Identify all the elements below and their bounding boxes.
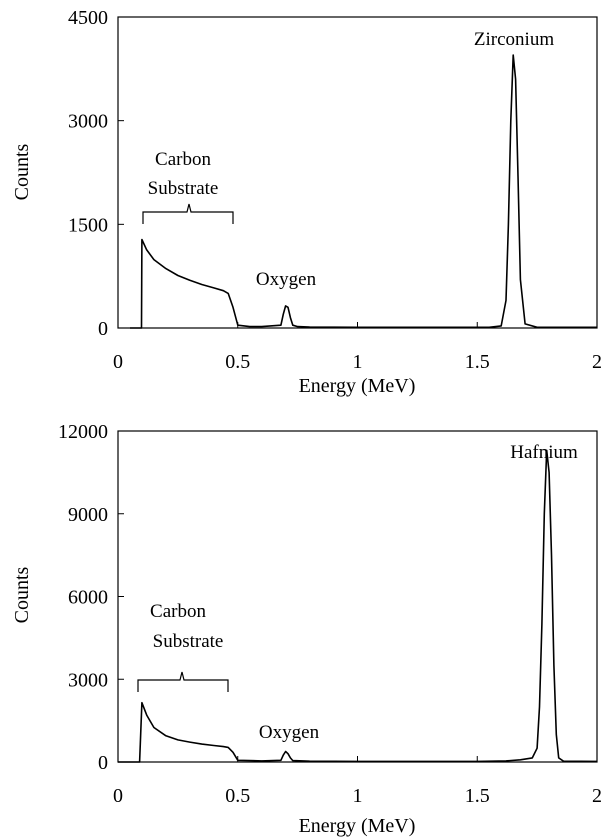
data-line xyxy=(118,449,598,763)
y-tick-label: 3000 xyxy=(68,111,108,133)
x-axis-label: Energy (MeV) xyxy=(299,815,416,837)
plot-frame xyxy=(117,16,598,329)
x-tick-label: 1 xyxy=(353,351,363,373)
y-tick-label: 3000 xyxy=(68,669,108,691)
annotation-carbon-substrate-line2: Substrate xyxy=(153,631,224,652)
x-tick-label: 0 xyxy=(113,785,123,807)
x-tick-label: 0.5 xyxy=(225,351,250,373)
data-line xyxy=(130,54,597,329)
x-axis-label: Energy (MeV) xyxy=(299,375,416,397)
x-tick-label: 1.5 xyxy=(465,785,490,807)
y-axis-label: Counts xyxy=(11,143,33,200)
annotation-oxygen: Oxygen xyxy=(259,722,320,743)
y-tick-label: 0 xyxy=(98,318,108,340)
x-tick-label: 1 xyxy=(353,785,363,807)
y-tick-label: 0 xyxy=(98,752,108,774)
zirconium-spectrum-panel: 0 1500 3000 4500 0 0.5 1 1.5 2 Counts Energy (M… xyxy=(11,7,602,397)
carbon-substrate-bracket xyxy=(142,203,234,224)
x-tick-label: 2 xyxy=(592,785,602,807)
plot-frame xyxy=(117,430,598,763)
annotation-hafnium: Hafnium xyxy=(510,442,578,463)
x-tick-label: 0 xyxy=(113,351,123,373)
y-tick-label: 1500 xyxy=(68,214,108,236)
x-tick-label: 2 xyxy=(592,351,602,373)
y-tick-label: 12000 xyxy=(58,421,108,443)
y-tick-label: 9000 xyxy=(68,504,108,526)
annotation-zirconium: Zirconium xyxy=(474,29,554,50)
y-tick-label: 6000 xyxy=(68,587,108,609)
x-tick-label: 1.5 xyxy=(465,351,490,373)
hafnium-spectrum-panel: 0 3000 6000 9000 12000 0 0.5 1 1.5 2 Counts Ener… xyxy=(11,421,602,837)
carbon-substrate-bracket xyxy=(137,671,229,692)
x-tick-label: 0.5 xyxy=(225,785,250,807)
y-tick-label: 4500 xyxy=(68,7,108,29)
y-axis-label: Counts xyxy=(11,566,33,623)
annotation-oxygen: Oxygen xyxy=(256,269,317,290)
annotation-carbon-substrate-line1: Carbon xyxy=(155,149,211,170)
annotation-carbon-substrate-line1: Carbon xyxy=(150,601,206,622)
annotation-carbon-substrate-line2: Substrate xyxy=(148,178,219,199)
